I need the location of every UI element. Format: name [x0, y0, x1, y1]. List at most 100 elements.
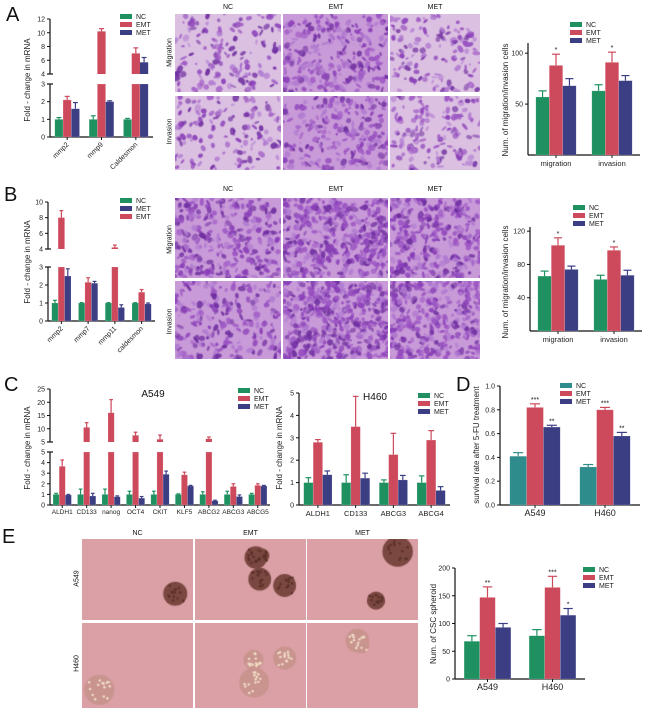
y-tick-label: 3: [290, 435, 294, 442]
bar: [156, 451, 164, 506]
bar: [562, 85, 577, 156]
legend-swatch: [238, 404, 250, 409]
bar: [138, 291, 146, 322]
bar: [479, 597, 496, 680]
bar: [230, 486, 237, 506]
bar: [223, 494, 231, 506]
spheroid-micrograph: [307, 623, 418, 708]
spheroid-micrograph: [82, 539, 193, 620]
y-tick-label: 5: [290, 391, 294, 398]
bar: [51, 302, 59, 322]
legend-label: NC: [576, 383, 586, 390]
bar: [378, 482, 389, 506]
x-tick-label: H460: [542, 682, 564, 692]
legend-swatch: [120, 198, 132, 203]
bar: [205, 451, 213, 506]
legend-label: EMT: [599, 575, 615, 582]
legend-swatch: [120, 214, 132, 219]
bar: [509, 455, 527, 506]
bar: [463, 641, 480, 680]
legend-label: NC: [434, 393, 444, 400]
legend-swatch: [570, 38, 582, 43]
y-tick-label: 4: [290, 413, 294, 420]
x-tick-label: mmp9: [86, 141, 105, 160]
x-tick-label: CKIT: [153, 509, 168, 516]
spheroid-micrograph: [82, 623, 193, 708]
bar-upper-segment: [108, 412, 115, 442]
image-col-label-nc: NC: [132, 530, 143, 537]
bar: [105, 101, 115, 138]
image-row-label-invasion: Invasion: [166, 308, 174, 335]
bar: [54, 119, 64, 138]
image-row-label-h460: H460: [73, 655, 81, 672]
significance-marker: *: [611, 45, 614, 52]
y-tick-label: 10: [37, 426, 45, 433]
y-axis-label: Fold - change in mRNA: [23, 406, 32, 490]
y-tick-label: 10: [35, 200, 43, 207]
legend-label: MET: [254, 404, 270, 411]
bar-upper-segment: [139, 62, 149, 74]
bar: [52, 494, 60, 506]
bar: [426, 439, 437, 506]
bar: [564, 269, 579, 332]
x-tick-label: OCT4: [127, 509, 145, 516]
legend-swatch: [573, 221, 585, 226]
legend-label: MET: [589, 221, 605, 228]
legend-swatch: [120, 30, 132, 35]
legend-label: MET: [586, 38, 602, 45]
spheroid-micrograph: [195, 623, 306, 708]
panel-label-e: E: [2, 526, 16, 548]
y-tick-label: 200: [438, 566, 450, 573]
legend-label: NC: [136, 198, 146, 205]
x-tick-label: A549: [477, 682, 498, 692]
y-tick-label: 2: [41, 99, 45, 106]
x-tick-label: migration: [543, 335, 574, 344]
legend-label: EMT: [136, 22, 152, 29]
image-col-label-emt: EMT: [328, 4, 344, 11]
y-axis-label: survival rate after 5-FU treatment: [472, 386, 481, 504]
significance-marker: *: [567, 602, 570, 609]
y-tick-label: 8: [41, 44, 45, 51]
legend-label: EMT: [589, 213, 605, 220]
legend-swatch: [583, 583, 595, 588]
transwell-micrograph: [283, 198, 388, 278]
image-row-label-migration: Migration: [166, 225, 174, 254]
bar: [593, 279, 608, 332]
chart-c-left: 0 1 2 3 4 5 5 10 15 20 25 Fold - change in mRNA A549…: [23, 387, 270, 516]
image-col-label-met: MET: [355, 530, 370, 537]
chart-title: H460: [363, 392, 387, 403]
y-tick-label: 80: [517, 262, 525, 269]
panel-label-a: A: [6, 4, 20, 26]
y-tick-label: 1: [41, 492, 45, 499]
chart-d: 0.0 0.2 0.4 0.6 0.8 1.0 survival rate after 5-…: [472, 383, 640, 518]
bar: [596, 409, 614, 506]
transwell-micrograph: [390, 96, 480, 170]
bar: [543, 426, 561, 506]
bar-upper-segment: [205, 438, 212, 442]
bar: [350, 426, 361, 506]
legend-label: MET: [434, 409, 450, 416]
y-tick-label: 4: [41, 460, 45, 467]
transwell-micrograph: [390, 14, 480, 92]
legend-swatch: [560, 391, 572, 396]
bar: [312, 442, 323, 506]
bar: [111, 266, 119, 322]
x-tick-label: mmp7: [73, 325, 92, 344]
bar: [537, 275, 552, 332]
bar: [607, 250, 621, 332]
significance-marker: ***: [531, 397, 539, 404]
bar: [150, 494, 158, 506]
bar: [107, 451, 115, 506]
bar-upper-segment: [58, 217, 65, 249]
bar: [341, 482, 352, 506]
bar-upper-segment: [156, 439, 164, 442]
y-tick-label: 100: [438, 621, 450, 628]
legend-label: EMT: [136, 214, 152, 221]
spheroid-micrograph: [307, 539, 418, 620]
spheroid-micrograph: [195, 539, 306, 620]
y-axis-label: Fold - change in mRNA: [23, 220, 32, 304]
x-tick-label: H460: [594, 508, 616, 518]
significance-marker: *: [555, 47, 558, 54]
